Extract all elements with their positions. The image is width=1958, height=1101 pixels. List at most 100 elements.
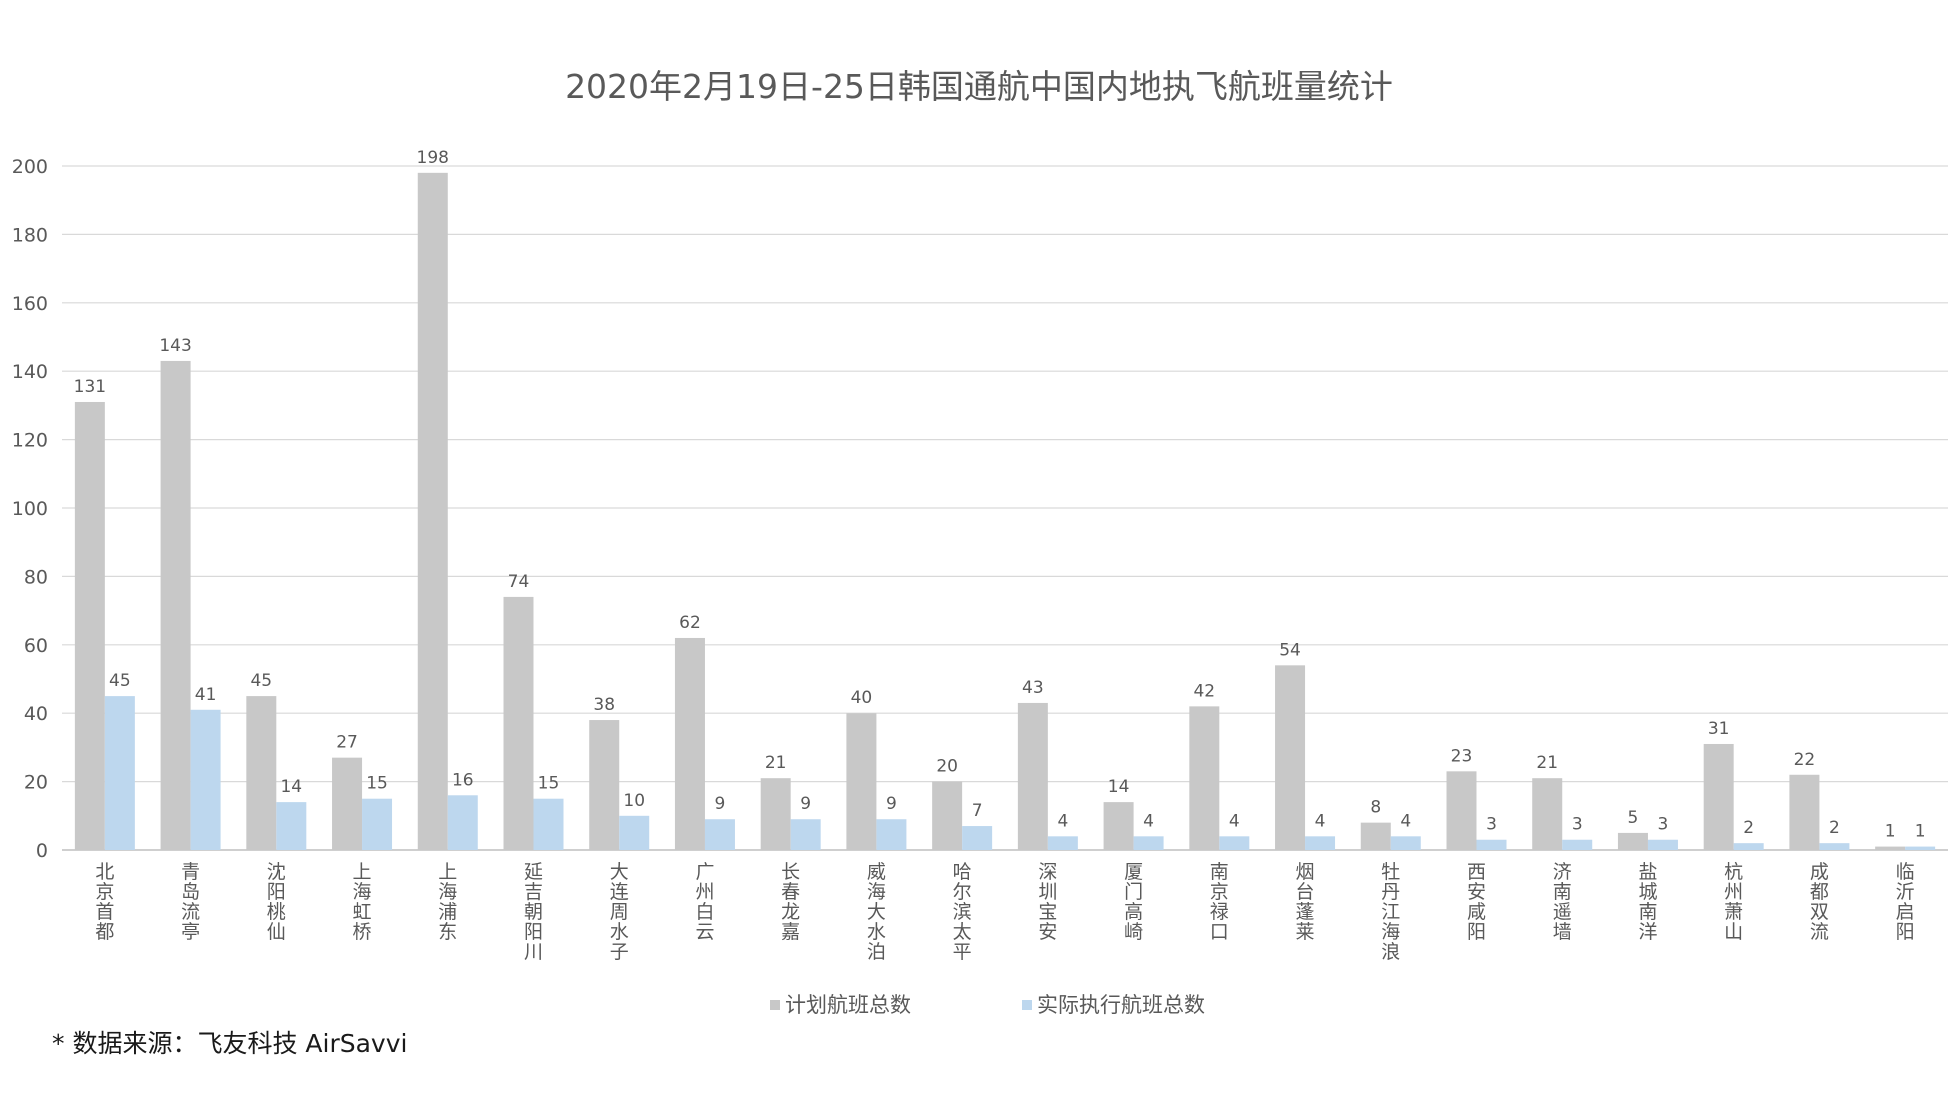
y-tick-label: 60 xyxy=(24,635,48,657)
bar-actual xyxy=(276,802,307,850)
data-label: 9 xyxy=(886,794,897,814)
data-label: 21 xyxy=(1536,753,1558,773)
data-label: 3 xyxy=(1486,815,1497,835)
bar-actual xyxy=(790,819,821,850)
category-label: 济南遥墙 xyxy=(1553,861,1572,943)
data-label: 1 xyxy=(1885,822,1896,842)
bar-actual xyxy=(1562,839,1593,850)
data-label: 3 xyxy=(1572,815,1583,835)
data-label: 62 xyxy=(679,613,701,633)
data-label: 20 xyxy=(936,757,958,777)
y-axis-ticks: 0 20 40 60 80 100 120 140 160 180 200 xyxy=(12,156,48,862)
data-label: 9 xyxy=(800,794,811,814)
bar-actual xyxy=(1733,843,1764,850)
bar-planned xyxy=(674,637,705,850)
data-label: 4 xyxy=(1057,811,1068,831)
data-label: 54 xyxy=(1279,640,1301,660)
y-tick-label: 160 xyxy=(12,293,48,315)
category-label: 成都双流 xyxy=(1810,861,1829,943)
data-label: 38 xyxy=(593,695,615,715)
y-tick-label: 80 xyxy=(24,566,48,588)
category-label: 延吉朝阳川 xyxy=(524,861,543,963)
category-label: 广州白云 xyxy=(695,861,714,943)
data-label: 23 xyxy=(1451,746,1473,766)
legend-swatch xyxy=(1022,1000,1032,1010)
data-label: 143 xyxy=(159,336,191,356)
data-label: 74 xyxy=(508,572,530,592)
bars xyxy=(74,172,1936,851)
data-labels: 1314514341451427151981674153810629219409… xyxy=(74,148,1926,842)
category-label: 厦门高崎 xyxy=(1124,861,1143,943)
category-label: 南京禄口 xyxy=(1210,861,1229,943)
data-label: 131 xyxy=(74,377,106,397)
category-label: 长春龙嘉 xyxy=(781,861,800,943)
bar-actual xyxy=(104,696,135,850)
bar-planned xyxy=(760,778,791,850)
bar-planned xyxy=(1703,743,1734,850)
bar-actual xyxy=(1047,836,1078,850)
data-label: 15 xyxy=(366,774,388,794)
data-label: 42 xyxy=(1193,681,1215,701)
bar-actual xyxy=(1133,836,1164,850)
category-label: 哈尔滨太平 xyxy=(953,861,972,963)
bar-planned xyxy=(417,172,448,851)
data-label: 2 xyxy=(1829,818,1840,838)
category-label: 深圳宝安 xyxy=(1038,861,1057,943)
data-label: 9 xyxy=(715,794,726,814)
category-label: 青岛流亭 xyxy=(181,861,200,943)
bar-planned xyxy=(932,781,963,850)
bar-actual xyxy=(1476,839,1507,850)
y-tick-label: 0 xyxy=(36,840,48,862)
bar-actual xyxy=(1305,836,1336,850)
legend-label: 实际执行航班总数 xyxy=(1037,993,1205,1017)
data-label: 5 xyxy=(1628,808,1639,828)
bar-planned xyxy=(1446,771,1477,850)
category-label: 北京首都 xyxy=(95,861,114,943)
bar-actual xyxy=(447,795,478,850)
data-label: 198 xyxy=(417,148,449,168)
y-tick-label: 100 xyxy=(12,498,48,520)
data-label: 31 xyxy=(1708,719,1730,739)
category-label: 杭州萧山 xyxy=(1724,861,1743,943)
bar-planned xyxy=(246,696,277,850)
bar-actual xyxy=(619,815,650,850)
data-label: 3 xyxy=(1658,815,1669,835)
category-label: 临沂启阳 xyxy=(1896,861,1915,943)
source-note: * 数据来源：飞友科技 AirSavvi xyxy=(52,1029,408,1058)
bar-planned xyxy=(332,757,363,850)
y-tick-label: 140 xyxy=(12,361,48,383)
bar-actual xyxy=(704,819,735,850)
bar-planned xyxy=(1275,665,1306,850)
bar-actual xyxy=(533,798,564,850)
bar-actual xyxy=(362,798,393,850)
data-label: 27 xyxy=(336,733,358,753)
bar-planned xyxy=(1617,832,1648,850)
y-tick-label: 40 xyxy=(24,703,48,725)
bar-planned xyxy=(1017,702,1048,850)
category-label: 上海虹桥 xyxy=(353,861,372,943)
category-label: 沈阳桃仙 xyxy=(267,861,286,943)
category-label: 烟台蓬莱 xyxy=(1296,861,1315,943)
data-label: 2 xyxy=(1743,818,1754,838)
data-label: 15 xyxy=(538,774,560,794)
y-tick-label: 200 xyxy=(12,156,48,178)
category-labels: 北京首都 青岛流亭 沈阳桃仙 上海虹桥 上海浦东 延吉朝阳川 大连周水子 广州白云 长春龙嘉 威海… xyxy=(95,861,1914,963)
bar-actual xyxy=(1647,839,1678,850)
category-label: 西安咸阳 xyxy=(1467,861,1486,943)
legend: 计划航班总数 实际执行航班总数 xyxy=(770,993,1205,1017)
legend-label: 计划航班总数 xyxy=(785,993,911,1017)
data-label: 4 xyxy=(1315,811,1326,831)
data-label: 16 xyxy=(452,770,474,790)
y-tick-label: 20 xyxy=(24,772,48,794)
data-label: 14 xyxy=(280,777,302,797)
category-label: 盐城南洋 xyxy=(1638,861,1657,943)
data-label: 4 xyxy=(1400,811,1411,831)
y-tick-label: 120 xyxy=(12,430,48,452)
data-label: 45 xyxy=(250,671,272,691)
data-label: 41 xyxy=(195,685,217,705)
bar-actual xyxy=(962,826,993,850)
data-label: 8 xyxy=(1370,798,1381,818)
y-tick-label: 180 xyxy=(12,224,48,246)
data-label: 4 xyxy=(1229,811,1240,831)
